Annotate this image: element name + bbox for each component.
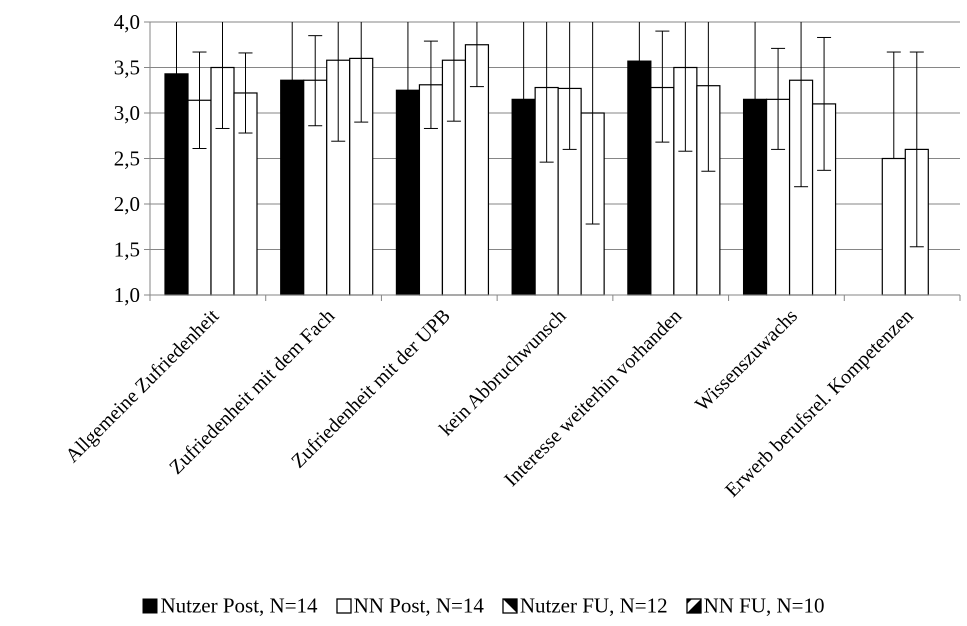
y-tick-labels: 1,0 1,5 2,0 2,5 3,0 3,5 4,0 [114,10,140,307]
y-tick-label: 2,5 [114,147,140,171]
y-tick-label: 4,0 [114,10,140,34]
y-tick-label: 1,5 [114,238,140,262]
legend-label: NN FU, N=10 [703,593,825,618]
x-category-label: Erwerb berufsrel. Kompetenzen [721,305,918,502]
legend-item: NN Post, N=14 [335,592,484,619]
legend-swatch [685,598,702,614]
x-category-label: Wissenszuwachs [691,305,802,416]
legend-label: Nutzer Post, N=14 [160,593,318,618]
y-tick-label: 1,0 [114,283,140,307]
legend-swatch [502,598,518,614]
legend-swatch [142,598,158,614]
legend-item: Nutzer Post, N=14 [142,592,318,619]
bar [881,157,906,296]
bar-chart: 1,0 1,5 2,0 2,5 3,0 3,5 4,0 Allgemeine Zufried… [61,10,961,502]
legend-label: Nutzer FU, N=12 [519,593,668,618]
legend-swatch [335,598,352,614]
y-tick-label: 3,5 [114,56,140,80]
axes [144,21,961,301]
legend-item: NN FU, N=10 [685,592,825,619]
x-category-label: kein Abbruchwunsch [435,305,570,440]
legend-item: Nutzer FU, N=12 [502,592,668,619]
legend: Nutzer Post, N=14 NN Post, N=14 Nutzer FU,… [0,591,967,619]
y-tick-label: 2,0 [114,192,140,216]
y-tick-label: 3,0 [114,101,140,125]
error-bars [169,22,924,248]
legend-label: NN Post, N=14 [353,593,484,618]
